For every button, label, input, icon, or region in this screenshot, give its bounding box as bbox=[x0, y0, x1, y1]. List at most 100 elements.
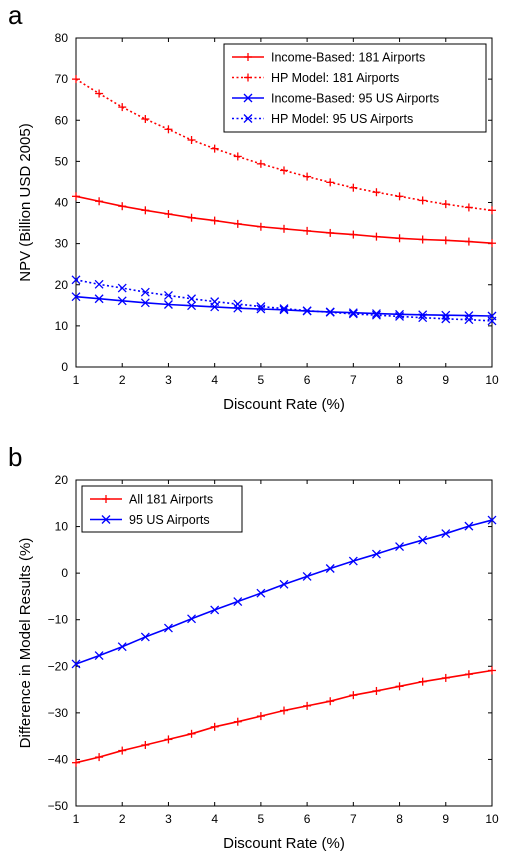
x-tick-label: 9 bbox=[442, 373, 449, 387]
marker-stroke bbox=[243, 114, 253, 123]
data-point-4 bbox=[164, 735, 173, 744]
data-point-legend bbox=[102, 495, 110, 503]
marker-stroke bbox=[163, 300, 173, 309]
data-point-5 bbox=[187, 614, 197, 624]
data-point-11 bbox=[325, 564, 335, 573]
data-point-9 bbox=[279, 579, 289, 589]
data-point-12 bbox=[348, 309, 358, 319]
data-point-14 bbox=[395, 192, 404, 201]
data-point-14 bbox=[395, 542, 405, 552]
data-point-17 bbox=[464, 311, 474, 321]
chart-panel-a: a 1 2 3 4 5 6 7 8 9 10 0 10 20 30 40 50 60 70 80 Discount Ra… bbox=[8, 0, 499, 413]
data-point-13 bbox=[371, 310, 381, 320]
data-point-13 bbox=[372, 232, 381, 241]
data-point-3 bbox=[141, 115, 150, 124]
data-point-17 bbox=[464, 521, 474, 531]
y-tick-label: 0 bbox=[61, 360, 68, 374]
marker-stroke bbox=[487, 316, 497, 326]
data-point-2 bbox=[118, 103, 127, 112]
data-point-5 bbox=[187, 294, 197, 304]
data-point-10 bbox=[302, 306, 312, 316]
data-point-1 bbox=[94, 294, 104, 304]
marker-stroke bbox=[71, 659, 81, 669]
data-point-18 bbox=[487, 316, 497, 326]
data-point-8 bbox=[256, 222, 265, 231]
data-point-8 bbox=[256, 588, 266, 598]
marker-stroke bbox=[140, 632, 150, 642]
x-tick-label: 5 bbox=[258, 812, 265, 826]
data-point-12 bbox=[349, 691, 358, 700]
data-point-13 bbox=[371, 549, 381, 559]
x-tick-label: 8 bbox=[396, 373, 403, 387]
marker-stroke bbox=[418, 535, 428, 545]
data-point-15 bbox=[418, 235, 427, 244]
marker-stroke bbox=[348, 556, 358, 566]
y-tick-label: 10 bbox=[55, 319, 69, 333]
data-point-18 bbox=[488, 239, 496, 248]
data-point-0 bbox=[72, 192, 80, 201]
marker-stroke bbox=[117, 283, 127, 293]
data-point-10 bbox=[303, 226, 312, 235]
marker-stroke bbox=[256, 588, 266, 598]
marker-stroke bbox=[256, 302, 266, 312]
x-tick-label: 3 bbox=[165, 373, 172, 387]
x-tick-label: 2 bbox=[119, 812, 126, 826]
series-3 bbox=[71, 292, 497, 321]
marker-stroke bbox=[94, 651, 104, 661]
y-axis-label: Difference in Model Results (%) bbox=[17, 538, 34, 749]
x-tick-label: 6 bbox=[304, 812, 311, 826]
data-point-16 bbox=[441, 673, 450, 682]
data-point-11 bbox=[326, 228, 335, 237]
data-point-17 bbox=[464, 315, 474, 325]
data-point-3 bbox=[140, 632, 150, 642]
data-point-1 bbox=[95, 89, 104, 98]
marker-stroke bbox=[325, 307, 335, 317]
marker-stroke bbox=[441, 314, 451, 324]
legend-box bbox=[223, 43, 487, 133]
marker-stroke bbox=[210, 297, 220, 307]
marker-stroke bbox=[101, 515, 111, 524]
panel-letter: b bbox=[8, 442, 22, 472]
marker-stroke bbox=[117, 642, 127, 652]
data-point-18 bbox=[488, 206, 496, 215]
data-point-0 bbox=[72, 75, 80, 84]
panel-letter: a bbox=[8, 0, 23, 30]
x-tick-label: 4 bbox=[211, 373, 218, 387]
data-point-16 bbox=[441, 236, 450, 245]
x-tick-label: 10 bbox=[485, 812, 499, 826]
x-axis-label: Discount Rate (%) bbox=[223, 396, 345, 413]
data-point-4 bbox=[164, 125, 173, 134]
y-tick-label: 30 bbox=[55, 237, 69, 251]
data-point-5 bbox=[187, 301, 197, 311]
legend-label: Income-Based: 181 Airports bbox=[271, 51, 425, 65]
data-point-0 bbox=[71, 659, 81, 669]
data-point-legend bbox=[243, 93, 253, 103]
data-point-17 bbox=[464, 237, 473, 246]
data-point-7 bbox=[233, 299, 243, 309]
data-point-4 bbox=[163, 290, 173, 300]
x-tick-label: 7 bbox=[350, 812, 357, 826]
data-point-7 bbox=[233, 219, 242, 228]
marker-stroke bbox=[140, 287, 150, 297]
y-tick-label: −20 bbox=[48, 659, 69, 673]
marker-stroke bbox=[371, 549, 381, 559]
data-point-legend bbox=[244, 53, 252, 61]
marker-stroke bbox=[187, 614, 197, 624]
series-1 bbox=[72, 192, 496, 248]
data-point-10 bbox=[302, 571, 312, 581]
data-point-15 bbox=[418, 535, 428, 545]
x-tick-label: 3 bbox=[165, 812, 172, 826]
y-tick-label: −50 bbox=[48, 799, 69, 813]
data-point-5 bbox=[187, 729, 196, 738]
legend-item: HP Model: 181 Airports bbox=[232, 71, 399, 85]
marker-stroke bbox=[140, 298, 150, 308]
data-point-0 bbox=[71, 275, 81, 285]
y-axis-label: NPV (Billion USD 2005) bbox=[17, 123, 34, 281]
marker-stroke bbox=[395, 309, 405, 319]
marker-stroke bbox=[233, 597, 243, 607]
data-point-8 bbox=[256, 159, 265, 168]
marker-stroke bbox=[325, 564, 335, 573]
legend: All 181 Airports 95 US Airports bbox=[81, 485, 243, 533]
data-point-17 bbox=[464, 203, 473, 212]
